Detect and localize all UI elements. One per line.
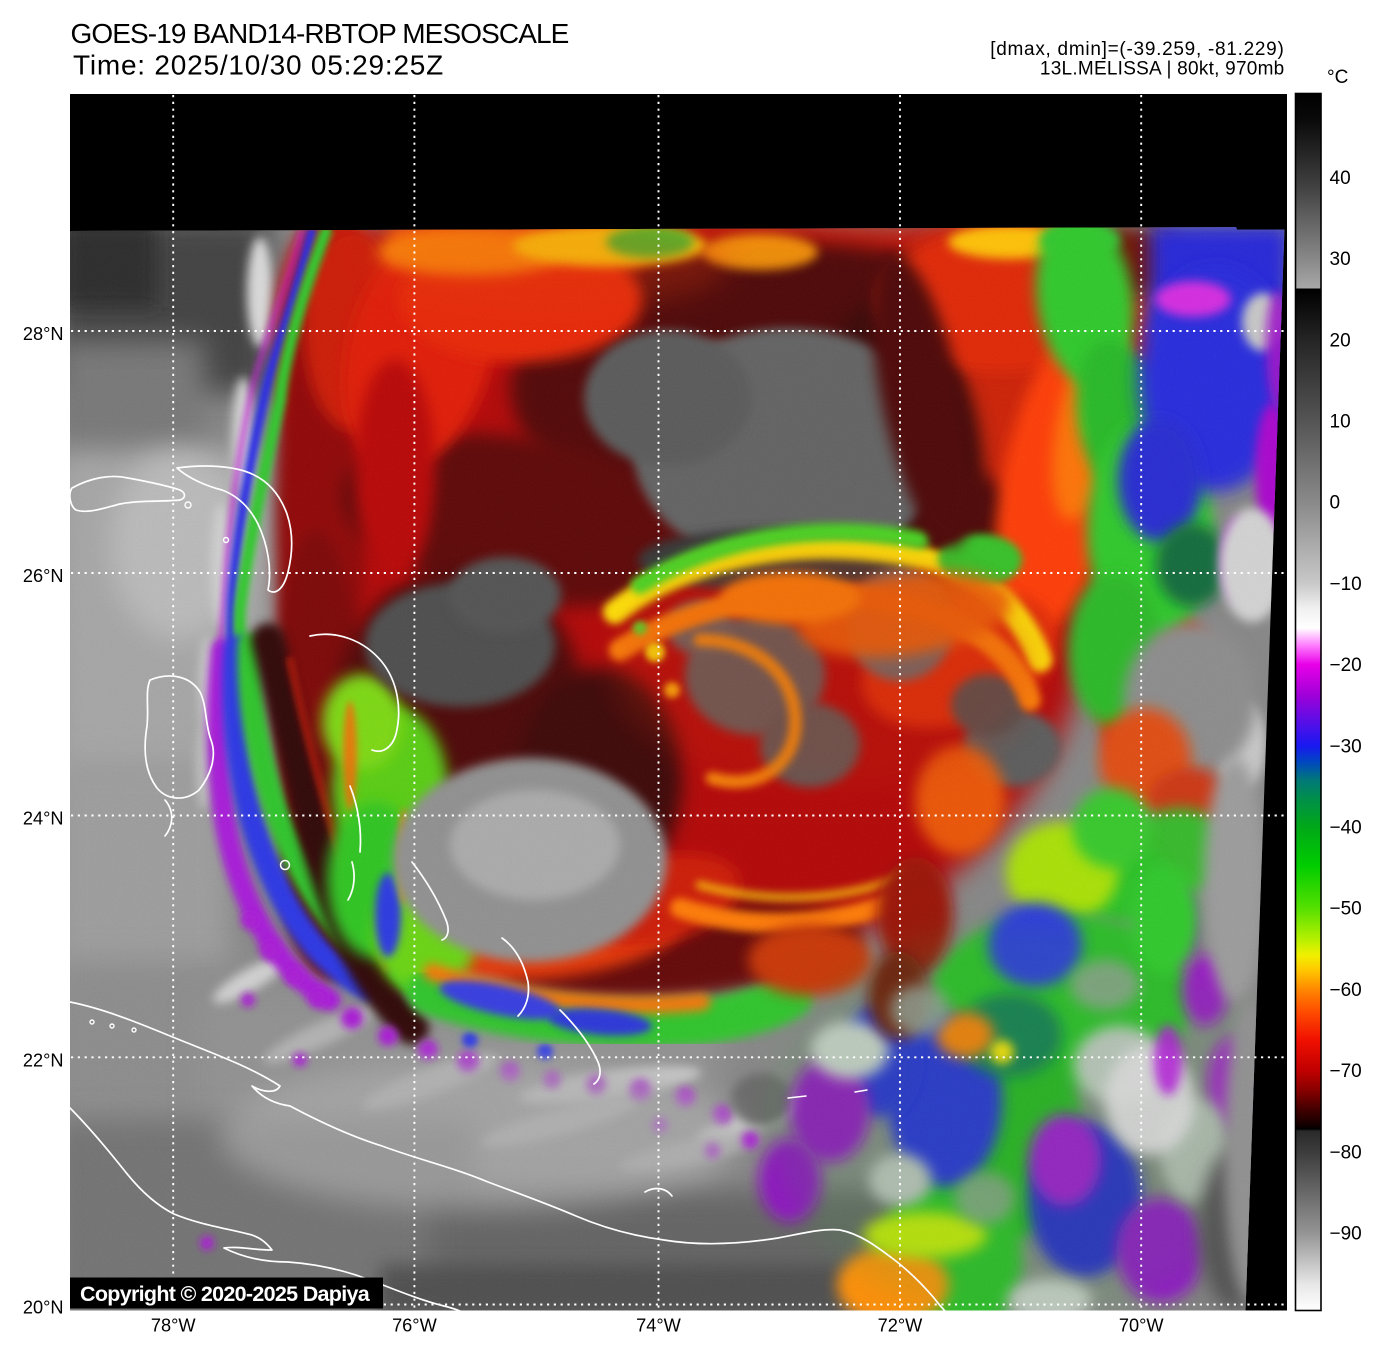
svg-text:20°N: 20°N (23, 1298, 64, 1318)
svg-text:−90: −90 (1330, 1224, 1362, 1245)
svg-text:−80: −80 (1330, 1142, 1362, 1163)
svg-text:24°N: 24°N (23, 809, 64, 829)
svg-text:−30: −30 (1330, 736, 1362, 757)
svg-text:30: 30 (1330, 249, 1351, 270)
svg-text:GOES-19 BAND14-RBTOP MESOSCALE: GOES-19 BAND14-RBTOP MESOSCALE (71, 18, 569, 49)
svg-text:[dmax, dmin]=(-39.259, -81.229: [dmax, dmin]=(-39.259, -81.229) (990, 39, 1284, 60)
svg-text:0: 0 (1330, 493, 1341, 514)
svg-text:−60: −60 (1330, 980, 1362, 1001)
svg-text:40: 40 (1330, 168, 1351, 189)
svg-text:°C: °C (1327, 67, 1348, 88)
svg-text:−50: −50 (1330, 899, 1362, 920)
svg-text:−10: −10 (1330, 574, 1362, 595)
svg-text:70°W: 70°W (1119, 1316, 1165, 1336)
svg-text:28°N: 28°N (23, 324, 64, 344)
svg-text:74°W: 74°W (636, 1316, 682, 1336)
svg-text:−70: −70 (1330, 1061, 1362, 1082)
svg-text:−20: −20 (1330, 655, 1362, 676)
svg-text:−40: −40 (1330, 818, 1362, 839)
svg-text:26°N: 26°N (23, 566, 64, 586)
svg-text:22°N: 22°N (23, 1050, 64, 1070)
svg-text:78°W: 78°W (151, 1316, 197, 1336)
svg-text:76°W: 76°W (392, 1316, 438, 1336)
svg-text:10: 10 (1330, 412, 1351, 433)
svg-text:13L.MELISSA | 80kt, 970mb: 13L.MELISSA | 80kt, 970mb (1040, 59, 1285, 80)
svg-text:Copyright © 2020-2025 Dapiya: Copyright © 2020-2025 Dapiya (80, 1282, 371, 1306)
svg-text:Time: 2025/10/30 05:29:25Z: Time: 2025/10/30 05:29:25Z (73, 50, 444, 81)
svg-text:72°W: 72°W (878, 1316, 924, 1336)
svg-text:20: 20 (1330, 330, 1351, 351)
